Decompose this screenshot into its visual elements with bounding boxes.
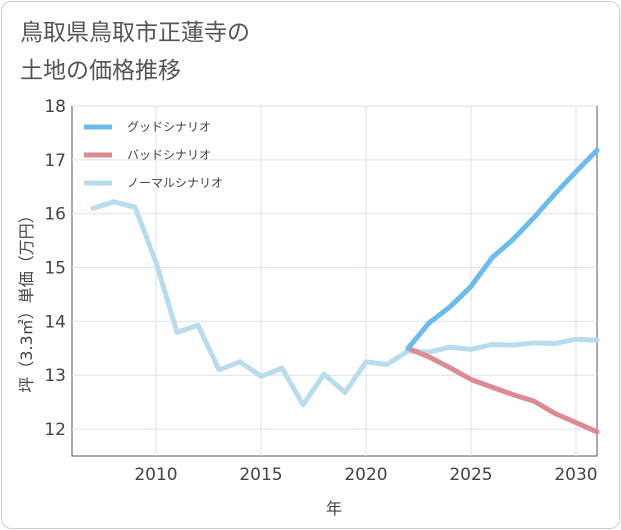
x-tick-label: 2030 [554,465,597,485]
y-tick-label: 18 [44,97,66,117]
good-scenario-line [405,147,600,351]
series-lines [90,147,600,435]
legend-good-scenario: グッドシナリオ [84,120,211,134]
y-tick-label: 14 [44,312,66,332]
legend-label: バッドシナリオ [127,148,211,162]
y-axis-label: 坪（3.3㎡）単価（万円） [17,207,36,392]
normal-scenario-line [90,199,600,408]
chart-title-line-2: 土地の価格推移 [20,58,181,84]
x-tick-label: 2015 [239,465,282,485]
legend-normal-scenario: ノーマルシナリオ [84,176,223,190]
x-tick-label: 2010 [134,465,177,485]
y-tick-label: 16 [44,205,66,225]
x-axis-ticks: 2010 2015 2020 2025 2030 [134,465,597,485]
legend-label: ノーマルシナリオ [127,176,223,190]
y-tick-label: 17 [44,151,66,171]
y-tick-label: 12 [44,420,66,440]
y-tick-label: 13 [44,366,66,386]
y-tick-label: 15 [44,259,66,279]
legend-label: グッドシナリオ [127,120,211,134]
gridlines [72,105,597,456]
y-axis-ticks: 12 13 14 15 16 17 18 [44,97,66,440]
bad-scenario-line [405,345,600,435]
x-tick-label: 2025 [449,465,492,485]
x-tick-label: 2020 [344,465,387,485]
x-axis-label: 年 [326,499,342,518]
chart-title: 鳥取県鳥取市正蓮寺の 土地の価格推移 [20,14,250,90]
legend-bad-scenario: バッドシナリオ [84,148,211,162]
chart-title-line-1: 鳥取県鳥取市正蓮寺の [20,20,250,46]
